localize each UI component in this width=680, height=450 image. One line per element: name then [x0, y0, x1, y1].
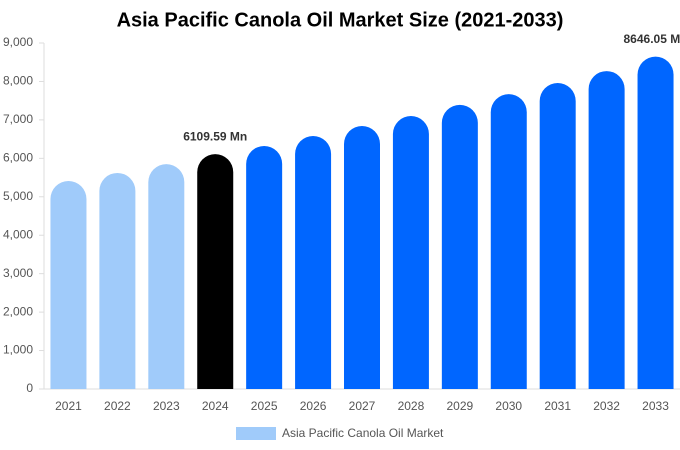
- x-tick-label: 2030: [495, 399, 522, 413]
- x-tick-label: 2033: [642, 399, 669, 413]
- bar: [148, 164, 185, 389]
- bar: [490, 94, 527, 390]
- y-tick-label: 0: [26, 381, 33, 395]
- x-tick-label: 2029: [446, 399, 473, 413]
- bar: [197, 154, 234, 389]
- bar: [588, 71, 625, 389]
- data-label: 8646.05 Mn: [624, 32, 680, 46]
- y-tick-label: 1,000: [3, 343, 33, 357]
- bar: [441, 104, 478, 389]
- data-label: 6109.59 Mn: [183, 129, 247, 143]
- y-tick-label: 6,000: [3, 151, 33, 165]
- bar: [392, 116, 429, 390]
- y-tick-label: 5,000: [3, 189, 33, 203]
- legend-swatch: [236, 427, 276, 440]
- bar: [344, 126, 380, 390]
- x-tick-label: 2028: [398, 399, 425, 413]
- x-tick-label: 2023: [153, 399, 180, 413]
- legend-label: Asia Pacific Canola Oil Market: [282, 426, 444, 440]
- bar: [637, 56, 674, 389]
- x-tick-label: 2031: [544, 399, 571, 413]
- y-tick-label: 2,000: [3, 304, 33, 318]
- x-tick-label: 2027: [349, 399, 376, 413]
- x-tick-label: 2024: [202, 399, 229, 413]
- bar: [539, 82, 576, 389]
- chart-title: Asia Pacific Canola Oil Market Size (202…: [117, 9, 564, 31]
- bar: [50, 181, 87, 389]
- x-tick-label: 2025: [251, 399, 278, 413]
- y-tick-label: 9,000: [3, 35, 33, 49]
- bar: [295, 136, 332, 389]
- y-tick-label: 7,000: [3, 112, 33, 126]
- y-tick-label: 4,000: [3, 227, 33, 241]
- bar: [246, 146, 283, 389]
- x-tick-label: 2021: [55, 399, 82, 413]
- y-tick-label: 3,000: [3, 266, 33, 280]
- y-tick-label: 8,000: [3, 74, 33, 88]
- bar: [99, 172, 136, 389]
- x-tick-label: 2026: [300, 399, 327, 413]
- x-tick-label: 2022: [104, 399, 131, 413]
- x-tick-label: 2032: [593, 399, 620, 413]
